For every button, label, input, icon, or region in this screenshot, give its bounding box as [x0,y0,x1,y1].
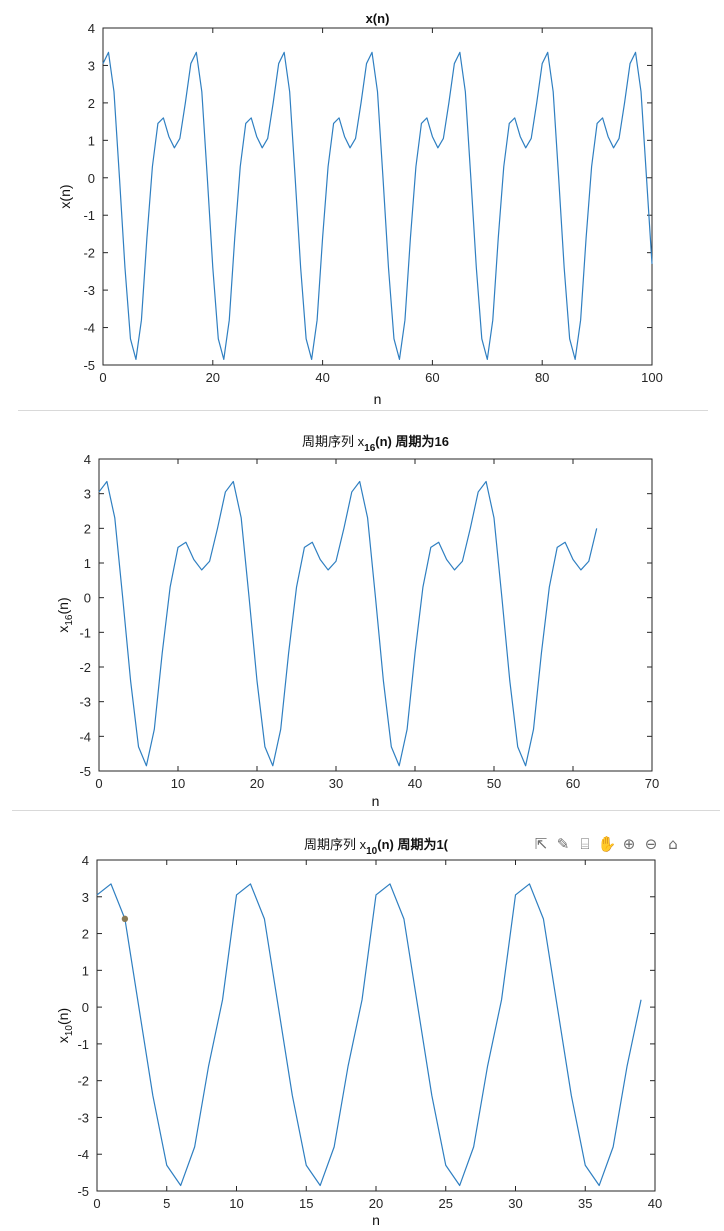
y-axis-label: x10(n) [55,1008,75,1043]
x-tick-label: 40 [315,370,329,385]
x-tick-label: 50 [487,776,501,791]
zoom-out-icon[interactable]: ⊖ [644,835,658,853]
y-tick-label: 2 [84,521,91,536]
y-tick-label: -5 [77,1184,89,1199]
y-tick-label: -4 [83,321,95,336]
series-line [98,480,598,767]
x-tick-label: 10 [229,1196,243,1211]
x-tick-label: 35 [578,1196,592,1211]
series-line [96,883,642,1187]
pan-icon[interactable]: ✋ [597,835,617,853]
chart-title: 周期序列 x10(n) 周期为1( [304,837,449,857]
chart-title: 周期序列 x16(n) 周期为16 [302,434,449,454]
y-tick-label: -1 [83,208,95,223]
y-tick-label: 1 [84,556,91,571]
panel-divider [18,410,708,411]
y-tick-label: -3 [79,695,91,710]
x-tick-label: 30 [508,1196,522,1211]
ylabel-subscript: 10 [64,1025,75,1037]
home-icon[interactable]: ⌂ [668,835,678,853]
y-tick-label: 1 [82,963,89,978]
series-line [102,51,653,360]
chart-panel-xn: 0 20 40 60 80 100 -5 -4 -3 -2 -1 0 1 2 3 4 x(n) n x(n) [0,0,724,410]
x-axis-label: n [372,793,380,809]
y-tick-label: 4 [84,452,91,467]
y-tick-label: -5 [83,358,95,373]
x-tick-label: 20 [250,776,264,791]
chart-title: x(n) [366,11,390,26]
datatip-icon[interactable]: ⌸ [580,835,590,853]
x-axis-label: n [374,391,382,407]
chart-xn: 0 20 40 60 80 100 -5 -4 -3 -2 -1 0 1 2 3 4 x(n) n x(n) [57,11,663,407]
y-axis-label: x16(n) [55,597,75,632]
ylabel-prefix: x [55,1036,71,1043]
y-tick-label: -4 [77,1147,89,1162]
x-tick-label: 20 [206,370,220,385]
y-tick-label: -2 [77,1074,89,1089]
y-tick-label: 1 [88,133,95,148]
title-suffix: (n) 周期为16 [375,434,449,449]
plot-area [98,458,653,772]
y-tick-label: 0 [84,591,91,606]
ylabel-prefix: x [55,626,71,633]
y-tick-label: 3 [88,58,95,73]
x-tick-label: 0 [99,370,106,385]
y-tick-label: -1 [77,1037,89,1052]
title-prefix: 周期序列 x [302,434,365,449]
y-tick-label: 0 [82,1000,89,1015]
chart-panel-x10: 0 5 10 15 20 25 30 35 40 -5 -4 -3 -2 -1 0 1 2 3 4 周期序列 x10(… [0,828,724,1231]
x-tick-label: 5 [163,1196,170,1211]
x-tick-label: 25 [439,1196,453,1211]
y-tick-label: -2 [79,660,91,675]
export-icon[interactable]: ⇱ [534,835,548,853]
x-tick-label: 40 [648,1196,662,1211]
y-tick-label: -4 [79,729,91,744]
x-tick-label: 0 [95,776,102,791]
plot-area [102,27,653,366]
x-tick-label: 0 [93,1196,100,1211]
y-tick-label: 4 [88,21,95,36]
x-tick-label: 60 [566,776,580,791]
zoom-in-icon[interactable]: ⊕ [622,835,636,853]
x-axis-label: n [372,1212,380,1228]
y-tick-label: -3 [77,1110,89,1125]
x-tick-label: 20 [369,1196,383,1211]
x-tick-label: 15 [299,1196,313,1211]
title-subscript: 10 [366,846,378,857]
y-axis-label: x(n) [57,184,73,208]
ylabel-suffix: (n) [55,1008,71,1025]
y-tick-label: 0 [88,171,95,186]
y-tick-label: 2 [82,927,89,942]
y-tick-label: -2 [83,246,95,261]
y-tick-label: 2 [88,96,95,111]
ylabel-subscript: 16 [64,614,75,626]
ylabel-suffix: (n) [55,597,71,614]
chart-panel-x16: 0 10 20 30 40 50 60 70 -5 -4 -3 -2 -1 0 1 2 3 4 周期序列 x16(n… [0,425,724,810]
x-tick-label: 100 [641,370,663,385]
x-tick-label: 80 [535,370,549,385]
x-tick-label: 60 [425,370,439,385]
datatip-marker[interactable] [121,915,129,923]
brush-icon[interactable]: ✎ [556,835,570,853]
title-suffix: (n) 周期为1( [377,837,448,852]
plot-area [96,859,656,1192]
x-tick-label: 40 [408,776,422,791]
panel-divider [12,810,720,811]
y-tick-label: -3 [83,283,95,298]
x-tick-label: 10 [171,776,185,791]
x-tick-label: 70 [645,776,659,791]
y-tick-label: -5 [79,764,91,779]
title-subscript: 16 [364,443,376,454]
y-tick-label: -1 [79,625,91,640]
title-prefix: 周期序列 x [304,837,367,852]
y-tick-label: 4 [82,853,89,868]
axes-toolbar: ⇱ ✎ ⌸ ✋ ⊕ ⊖ ⌂ [530,834,684,854]
y-tick-label: 3 [82,890,89,905]
x-tick-label: 30 [329,776,343,791]
y-tick-label: 3 [84,487,91,502]
